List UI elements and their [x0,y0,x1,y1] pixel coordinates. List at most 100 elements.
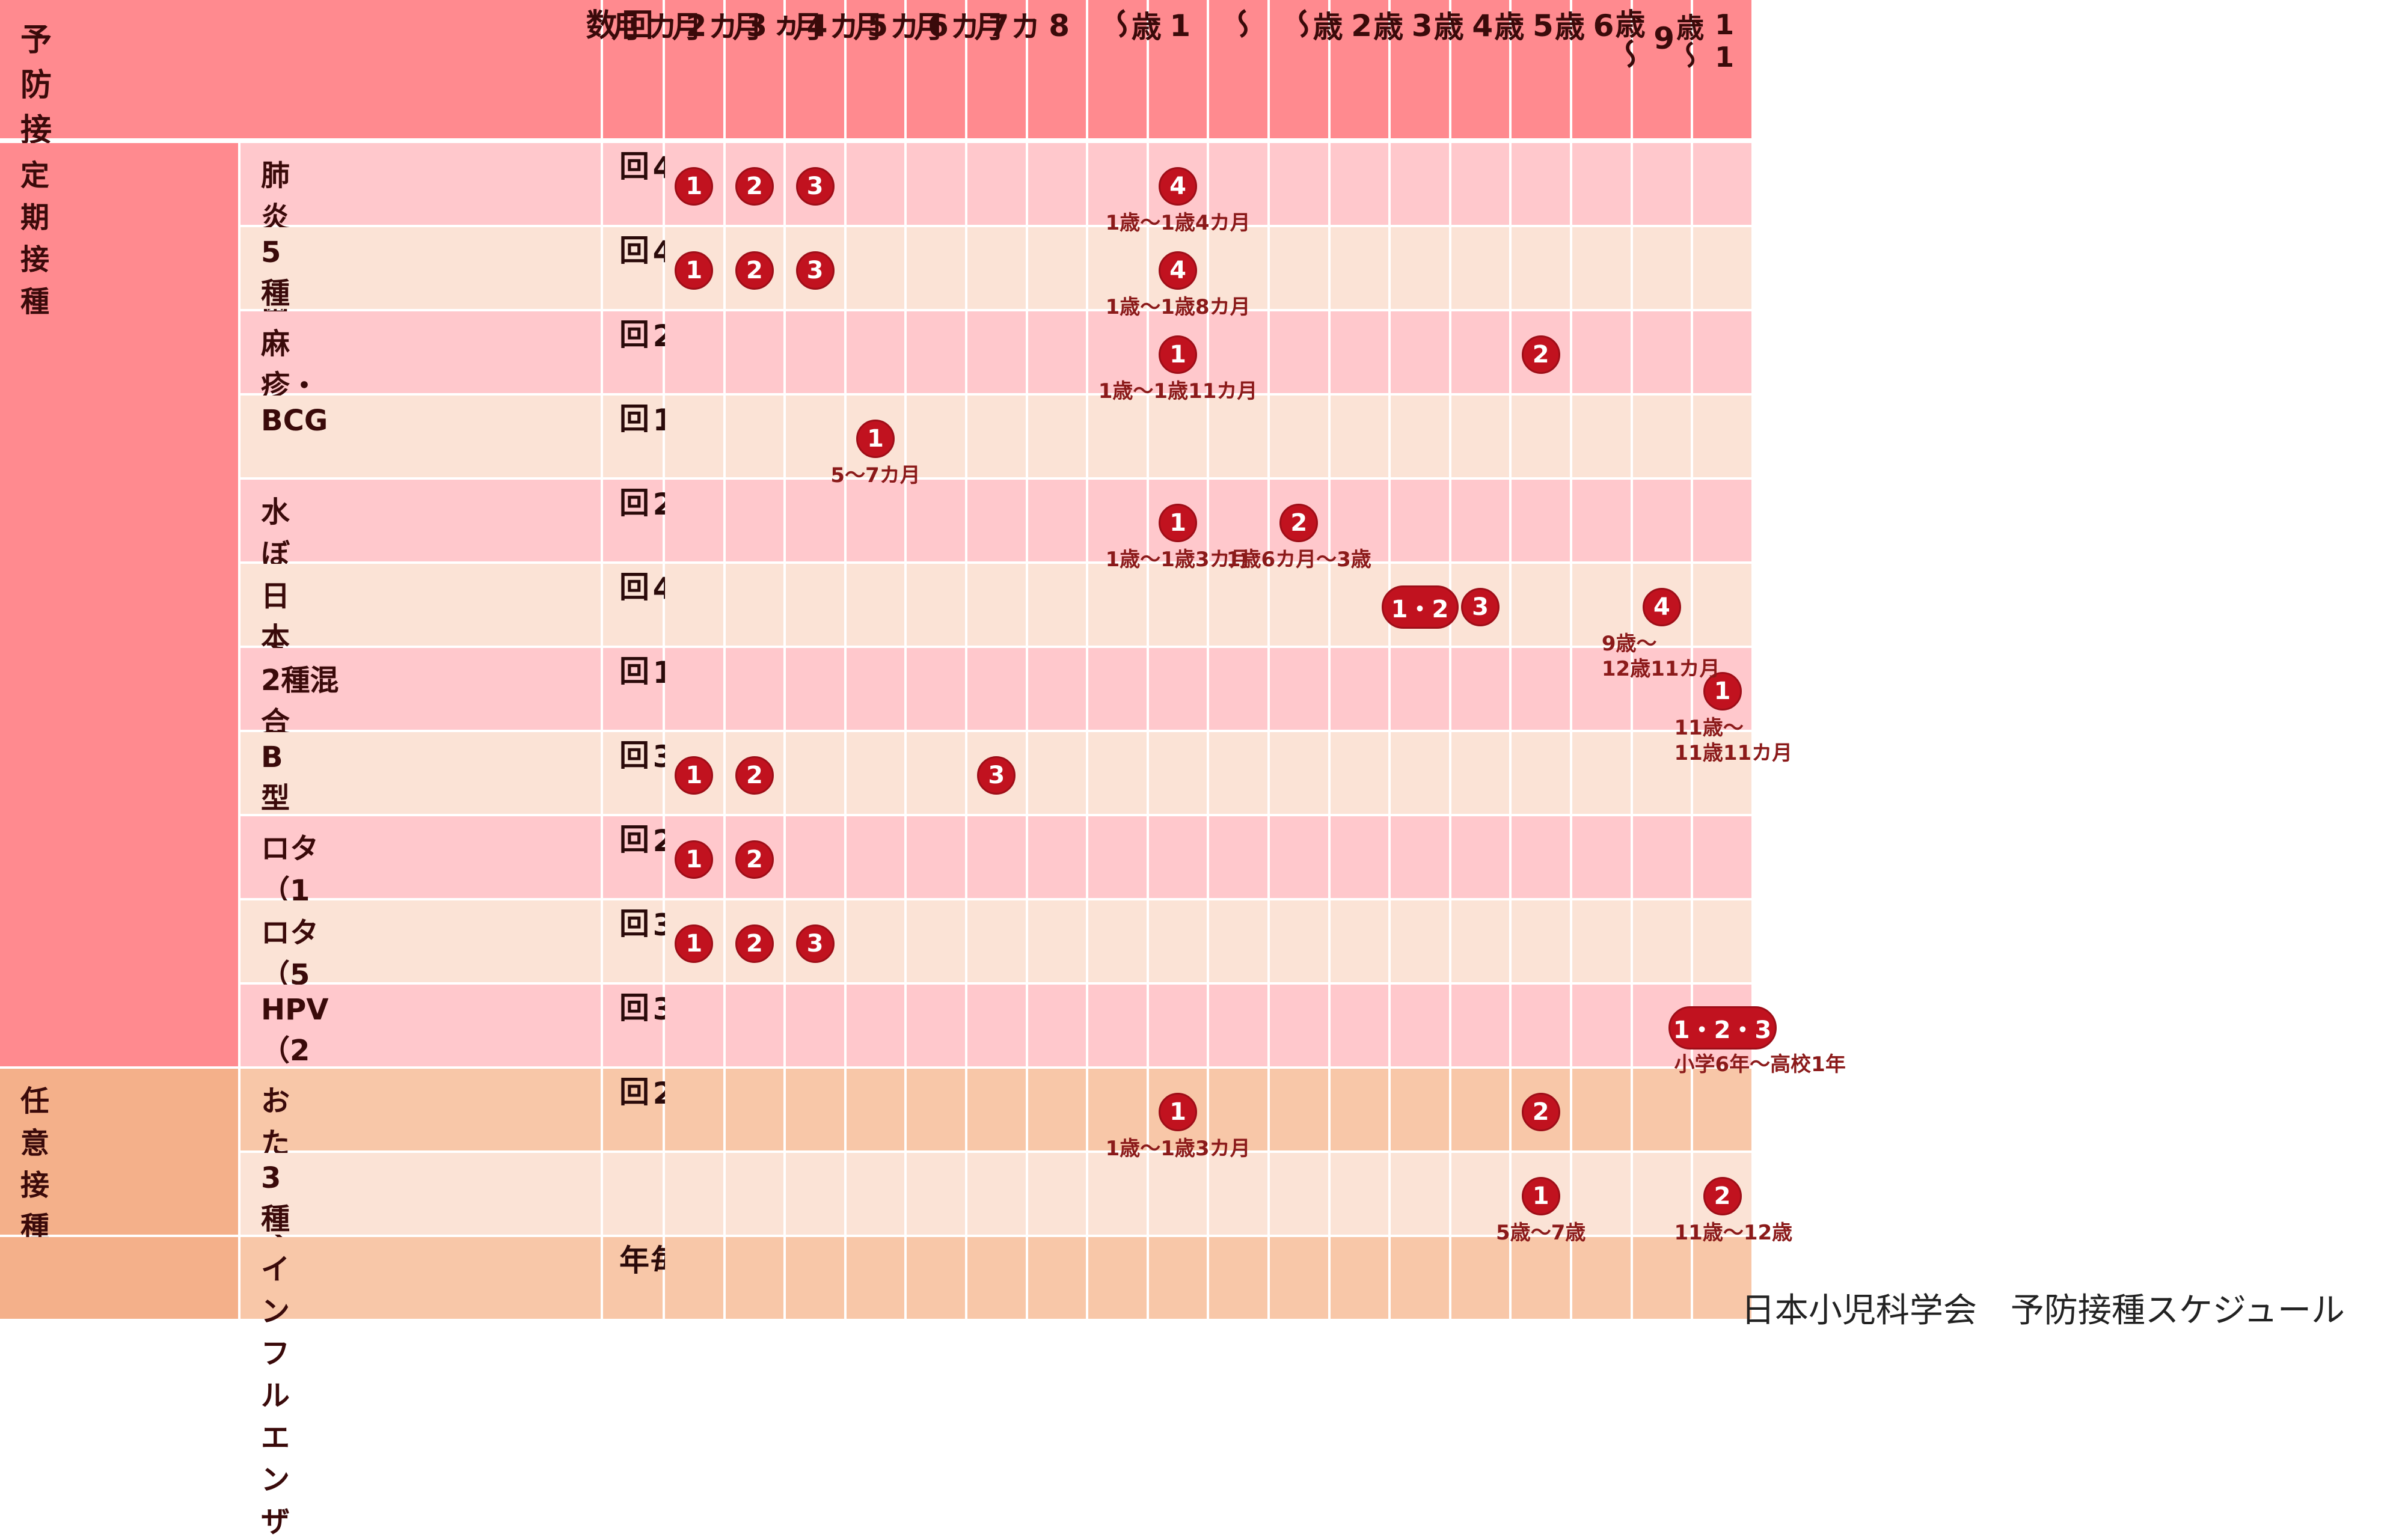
schedule-cell [1632,1069,1691,1150]
schedule-cell [725,1237,784,1319]
header-col-label: 4歳 [1429,8,1500,43]
schedule-cell [1148,648,1207,730]
header-count-cell [603,0,663,138]
schedule-cell [907,1069,965,1150]
header-col-label: 1歳 [1126,8,1198,43]
schedule-cell [1028,1237,1086,1319]
schedule-cell [1270,311,1328,393]
schedule-cell [725,396,784,477]
schedule-cell [1330,985,1389,1066]
schedule-cell [1632,816,1691,898]
schedule-cell [1512,732,1570,814]
schedule-cell [967,1237,1026,1319]
schedule-cell [1209,564,1267,646]
schedule-cell [1391,732,1449,814]
schedule-cell [1088,1069,1147,1150]
schedule-cell [1088,732,1147,814]
schedule-cell [1330,648,1389,730]
schedule-cell [1391,900,1449,982]
row-count-cell [603,1069,663,1150]
schedule-cell [967,1153,1026,1235]
schedule-cell [907,732,965,814]
row-name-cell [240,227,601,309]
schedule-cell [1088,227,1147,309]
schedule-cell [1451,480,1510,561]
header-col-label: 8カ月 [969,8,1077,43]
schedule-cell [665,732,723,814]
schedule-cell [846,648,905,730]
schedule-cell [1572,480,1631,561]
schedule-cell [1148,1153,1207,1235]
schedule-cell [1693,1237,1751,1319]
row-count-cell [603,985,663,1066]
header-col-cell [1632,0,1691,138]
header-col-label: 3歳 [1368,8,1440,43]
schedule-cell [1028,900,1086,982]
schedule-cell [725,985,784,1066]
schedule-cell [1391,1153,1449,1235]
schedule-cell [1330,1237,1389,1319]
schedule-cell [786,648,844,730]
vaccine-schedule-table: 予防接種の種類回数2カ月3カ月4ヵ月5カ月6カ月7カ月8カ月〜1歳〜〜2歳3歳4… [0,0,2345,1539]
schedule-cell [1148,900,1207,982]
header-col-cell [1088,0,1147,138]
schedule-cell [1391,480,1449,561]
schedule-cell [1693,1069,1751,1150]
schedule-cell [1572,143,1631,225]
schedule-cell [967,143,1026,225]
schedule-cell [1148,1237,1207,1319]
schedule-cell [1148,816,1207,898]
row-count-cell [603,816,663,898]
schedule-cell [1632,480,1691,561]
schedule-cell [1088,985,1147,1066]
schedule-cell [1209,311,1267,393]
row-count-cell [603,1153,663,1235]
schedule-cell [786,480,844,561]
vaccine-name: インフルエンザ [261,1253,290,1539]
schedule-cell [786,985,844,1066]
header-col-cell [1512,0,1570,138]
schedule-cell [1270,900,1328,982]
schedule-cell [1088,564,1147,646]
schedule-cell [1572,1153,1631,1235]
schedule-cell [967,396,1026,477]
row-count-cell [603,1237,663,1319]
schedule-cell [967,311,1026,393]
category-label: 任意接種 [20,1084,50,1244]
row-name-cell [240,985,601,1066]
schedule-cell [725,816,784,898]
header-col-cell [846,0,905,138]
schedule-cell [1270,564,1328,646]
footer-caption: 日本小児科学会 予防接種スケジュール [1741,1291,2345,1330]
schedule-cell [665,564,723,646]
schedule-cell [1451,900,1510,982]
schedule-cell [725,732,784,814]
schedule-cell [1391,564,1449,646]
schedule-cell [1209,985,1267,1066]
schedule-cell [907,816,965,898]
schedule-cell [967,227,1026,309]
schedule-cell [1148,143,1207,225]
row-count-cell [603,648,663,730]
schedule-cell [1391,1069,1449,1150]
schedule-cell [1088,1237,1147,1319]
schedule-cell [665,1237,723,1319]
schedule-cell [1209,816,1267,898]
row-name-cell [240,1237,601,1319]
header-col-label: 6歳 [1550,8,1621,43]
row-count-cell [603,311,663,393]
schedule-cell [1270,732,1328,814]
schedule-cell [1088,480,1147,561]
schedule-cell [1512,1069,1570,1150]
row-name-cell [240,311,601,393]
schedule-cell [1693,311,1751,393]
header-col-cell [1148,0,1207,138]
schedule-cell [1451,227,1510,309]
schedule-cell [1088,900,1147,982]
schedule-cell [1270,1153,1328,1235]
schedule-cell [1632,311,1691,393]
schedule-cell [1451,648,1510,730]
schedule-cell [846,564,905,646]
schedule-cell [1512,816,1570,898]
schedule-cell [1209,480,1267,561]
